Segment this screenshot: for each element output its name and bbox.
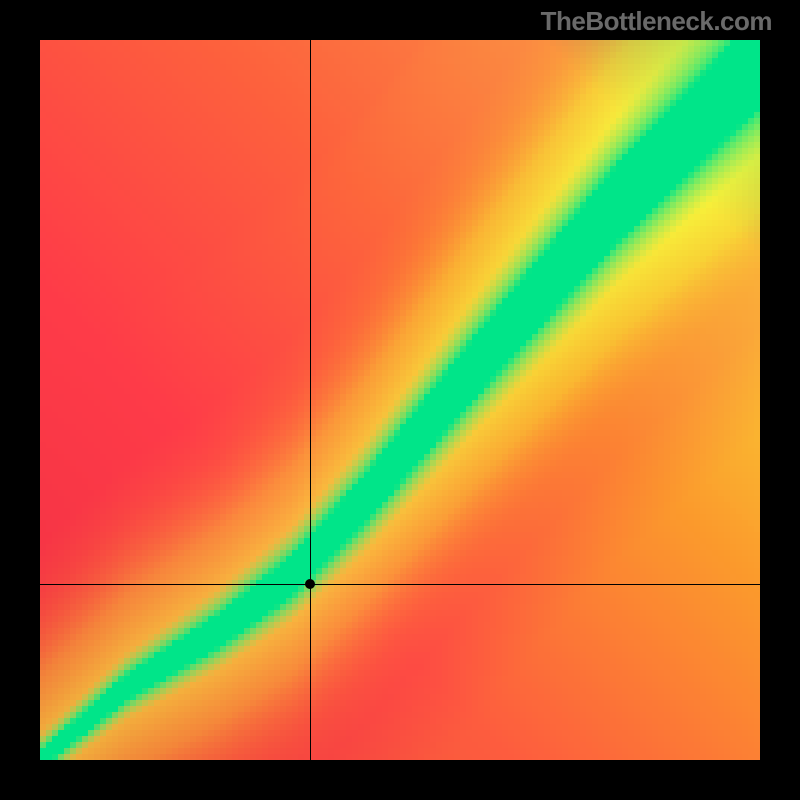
heatmap-canvas <box>40 40 760 760</box>
watermark-text: TheBottleneck.com <box>541 6 772 37</box>
crosshair-vertical <box>310 40 311 760</box>
heatmap-plot <box>40 40 760 760</box>
crosshair-horizontal <box>40 584 760 585</box>
crosshair-marker <box>305 579 315 589</box>
